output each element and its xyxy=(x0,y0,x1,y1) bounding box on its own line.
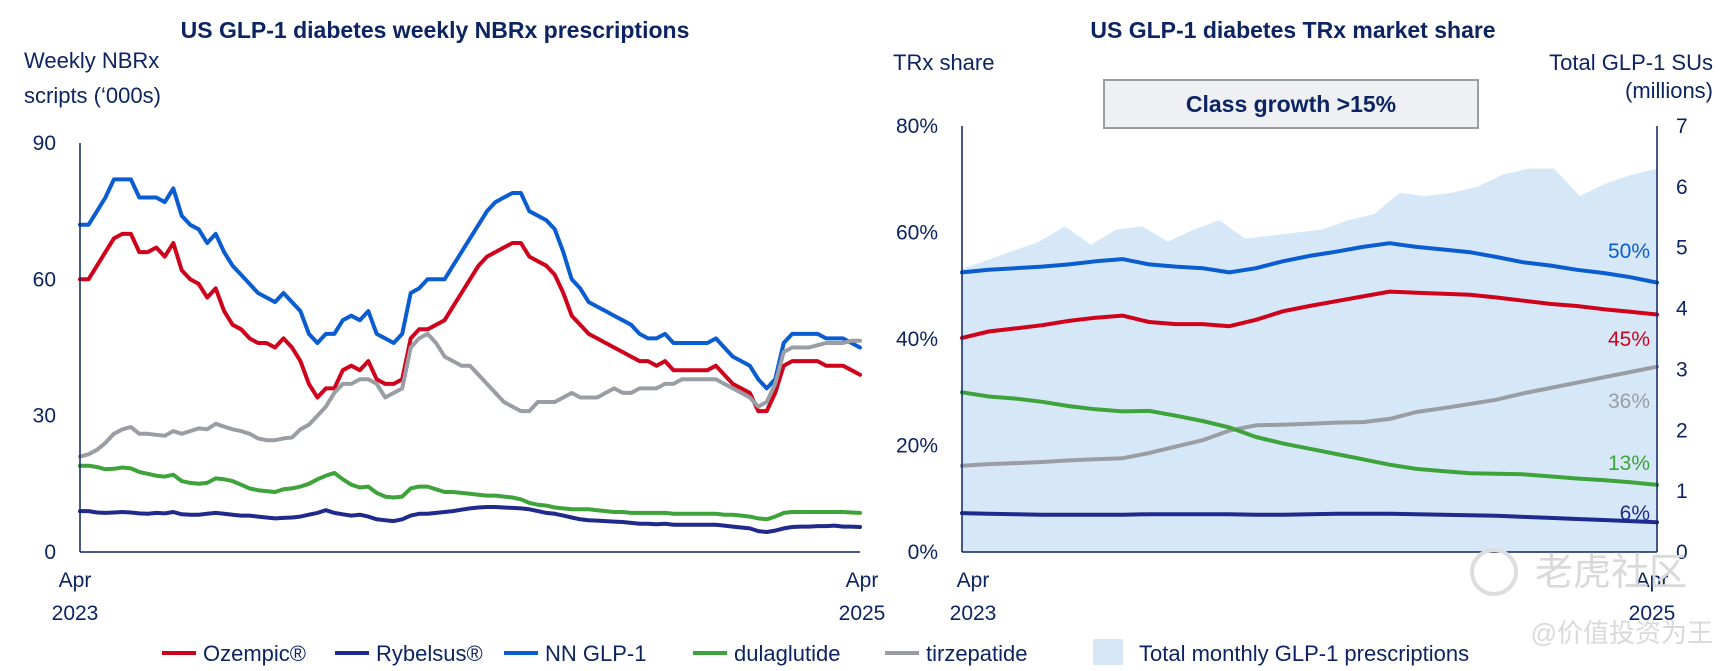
right-y2-tick-label: 2 xyxy=(1676,419,1688,442)
left-chart-title: US GLP-1 diabetes weekly NBRx prescripti… xyxy=(181,17,690,43)
left-y-axis-label-line2: scripts (‘000s) xyxy=(24,83,161,108)
left-series-line-ozempic xyxy=(78,231,862,414)
legend-label-dulaglutide: dulaglutide xyxy=(734,641,840,666)
right-y-tick-label: 80% xyxy=(896,115,938,138)
right-y-tick-label: 20% xyxy=(896,435,938,458)
legend: Ozempic® Rybelsus® NN GLP-1 dulaglutide tirz… xyxy=(162,639,1469,666)
right-y2-tick-label: 6 xyxy=(1676,176,1688,199)
right-x-start-month: Apr xyxy=(957,569,990,592)
right-end-label-nn-glp-1: 50% xyxy=(1608,240,1650,263)
left-y-axis-label-line1: Weekly NBRx xyxy=(24,48,159,73)
right-y2-tick-label: 7 xyxy=(1676,115,1688,138)
right-y-tick-label: 40% xyxy=(896,328,938,351)
right-series-line-nn-glp-1 xyxy=(960,241,1659,285)
left-series-line-rybelsus xyxy=(78,505,862,534)
right-x-end-month: Apr xyxy=(1636,569,1669,592)
left-chart: US GLP-1 diabetes weekly NBRx prescripti… xyxy=(24,17,885,625)
legend-swatch-total-monthly-glp-1-prescriptions xyxy=(1093,639,1123,665)
right-series-line-tirzepatide xyxy=(960,364,1659,468)
right-y2-tick-label: 3 xyxy=(1676,358,1688,381)
watermark-logo-icon xyxy=(1470,548,1518,596)
left-x-end-year: 2025 xyxy=(839,602,886,625)
left-series-line-dulaglutide xyxy=(78,463,862,522)
left-series-line-tirzepatide xyxy=(78,331,862,459)
left-y-tick-label: 60 xyxy=(33,268,56,291)
right-end-label-ozempic: 45% xyxy=(1608,328,1650,351)
watermark-line1: 老虎社区 xyxy=(1535,552,1687,594)
right-y2-tick-label: 4 xyxy=(1676,298,1688,321)
right-y-tick-label: 0% xyxy=(908,541,938,564)
left-y-ticks: 0 30 60 90 xyxy=(33,132,56,564)
right-area-layer xyxy=(962,168,1657,552)
right-y2-axis-label-line1: Total GLP-1 SUs xyxy=(1549,50,1713,75)
right-series-line-ozempic xyxy=(960,289,1659,340)
right-end-label-tirzepatide: 36% xyxy=(1608,390,1650,413)
annotation-box-rect xyxy=(1103,79,1479,129)
left-series-lines xyxy=(78,177,862,534)
right-series-lines xyxy=(960,241,1659,525)
annotation-box: Class growth >15% xyxy=(1103,79,1479,129)
watermark: 老虎社区 @价值投资为王 xyxy=(1470,548,1713,648)
right-y-axis-label: TRx share xyxy=(893,50,994,75)
right-chart: US GLP-1 diabetes TRx market share TRx s… xyxy=(893,17,1713,625)
right-y2-ticks: 0 1 2 3 4 5 6 7 xyxy=(1676,115,1688,564)
annotation-text: Class growth >15% xyxy=(1186,91,1396,117)
right-x-end-year: 2025 xyxy=(1629,602,1676,625)
right-end-label-dulaglutide: 13% xyxy=(1608,452,1650,475)
left-x-start-month: Apr xyxy=(59,569,92,592)
legend-label-ozempic: Ozempic® xyxy=(203,641,306,666)
left-y-tick-label: 0 xyxy=(44,541,56,564)
legend-label-total-monthly-glp-1-prescriptions: Total monthly GLP-1 prescriptions xyxy=(1139,641,1469,666)
right-y-tick-label: 60% xyxy=(896,222,938,245)
right-end-labels: 50% 45% 36% 13% 6% xyxy=(1608,240,1650,525)
right-y2-tick-label: 0 xyxy=(1676,541,1688,564)
right-area-total-prescriptions xyxy=(962,168,1657,552)
left-series-line-nn-glp-1 xyxy=(78,177,862,391)
left-x-start-year: 2023 xyxy=(52,602,99,625)
right-end-label-rybelsus: 6% xyxy=(1620,502,1650,525)
left-y-tick-label: 90 xyxy=(33,132,56,155)
watermark-line2: @价值投资为王 xyxy=(1531,618,1713,648)
right-series-line-rybelsus xyxy=(960,511,1659,525)
right-y2-tick-label: 1 xyxy=(1676,480,1688,503)
left-x-end-month: Apr xyxy=(846,569,879,592)
left-y-tick-label: 30 xyxy=(33,405,56,428)
right-y2-tick-label: 5 xyxy=(1676,237,1688,260)
right-y2-axis-label-line2: (millions) xyxy=(1625,78,1713,103)
right-chart-title: US GLP-1 diabetes TRx market share xyxy=(1090,17,1495,43)
right-y-ticks: 0% 20% 40% 60% 80% xyxy=(896,115,938,564)
legend-label-tirzepatide: tirzepatide xyxy=(926,641,1028,666)
right-x-start-year: 2023 xyxy=(950,602,997,625)
right-series-line-dulaglutide xyxy=(960,390,1659,487)
legend-label-nn-glp-1: NN GLP-1 xyxy=(545,641,646,666)
legend-label-rybelsus: Rybelsus® xyxy=(376,641,483,666)
